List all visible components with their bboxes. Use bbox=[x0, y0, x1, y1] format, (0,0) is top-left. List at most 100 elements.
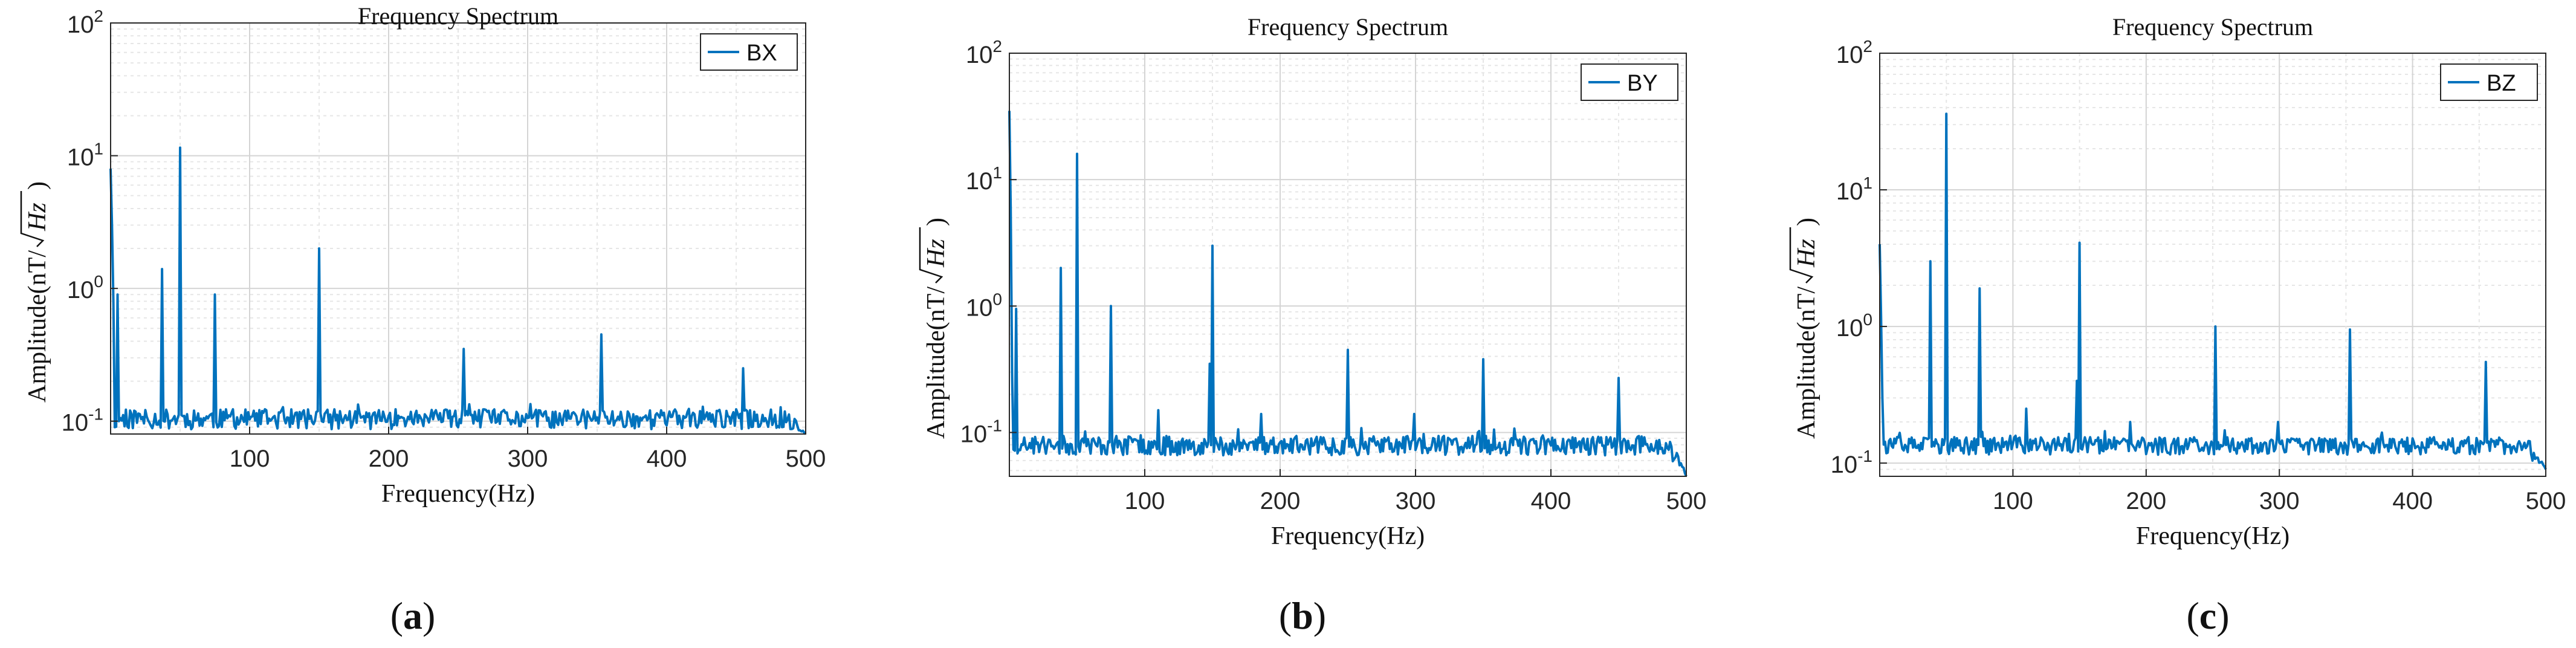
sqrt-sign-icon bbox=[20, 191, 45, 247]
y-tick-exponent: -1 bbox=[1857, 447, 1872, 465]
series-line-bz bbox=[1879, 112, 2547, 470]
y-tick-exponent: -1 bbox=[987, 416, 1002, 435]
y-tick-base: 10 bbox=[966, 168, 993, 195]
y-tick-base: 10 bbox=[960, 421, 988, 447]
x-tick-label: 400 bbox=[1531, 488, 1571, 514]
y-tick-label: 102 bbox=[67, 7, 103, 38]
y-tick-exponent: 1 bbox=[1863, 173, 1872, 192]
grid bbox=[111, 22, 806, 434]
caption-open-paren: ( bbox=[1279, 594, 1292, 637]
y-axis-label: Amplitude(nT/Hz) bbox=[1789, 218, 1820, 439]
x-axis-label: Frequency(Hz) bbox=[381, 480, 535, 508]
caption-letter: b bbox=[1292, 594, 1313, 637]
x-tick-label: 500 bbox=[1666, 488, 1707, 514]
y-tick-label: 100 bbox=[67, 272, 103, 303]
y-tick-label: 101 bbox=[67, 140, 103, 171]
x-tick-label: 100 bbox=[1993, 488, 2033, 514]
y-axis-label: Amplitude(nT/Hz) bbox=[20, 181, 51, 403]
panel-caption: (c) bbox=[2186, 594, 2229, 637]
y-tick-label: 102 bbox=[1836, 37, 1872, 68]
y-tick-label: 102 bbox=[966, 37, 1002, 68]
panel-caption: (b) bbox=[1279, 594, 1326, 637]
y-tick-base: 10 bbox=[1836, 315, 1863, 342]
x-tick-label: 300 bbox=[2259, 488, 2300, 514]
y-tick-base: 10 bbox=[966, 294, 993, 321]
legend-label: BZ bbox=[2487, 71, 2516, 96]
panel-caption: (a) bbox=[390, 594, 436, 637]
y-tick-exponent: 1 bbox=[992, 163, 1002, 182]
x-tick-label: 500 bbox=[786, 446, 826, 472]
legend-label: BX bbox=[746, 40, 777, 66]
y-tick-exponent: 2 bbox=[94, 7, 103, 25]
caption-close-paren: ) bbox=[1313, 594, 1326, 637]
x-tick-label: 500 bbox=[2526, 488, 2566, 514]
y-axis-label-suffix: ) bbox=[922, 218, 950, 226]
x-tick-label: 300 bbox=[1396, 488, 1436, 514]
sqrt-sign-icon bbox=[919, 227, 943, 284]
x-axis-label: Frequency(Hz) bbox=[1271, 522, 1425, 550]
y-axis-label-prefix: Amplitude(nT/ bbox=[1793, 287, 1820, 439]
chart-title: Frequency Spectrum bbox=[2112, 13, 2313, 40]
y-tick-base: 10 bbox=[67, 11, 94, 38]
caption-close-paren: ) bbox=[422, 594, 435, 637]
y-tick-exponent: 0 bbox=[992, 290, 1002, 308]
caption-open-paren: ( bbox=[390, 594, 403, 637]
x-tick-label: 300 bbox=[508, 446, 548, 472]
y-axis-label-prefix: Amplitude(nT/ bbox=[24, 250, 51, 403]
y-tick-base: 10 bbox=[67, 277, 94, 303]
y-tick-exponent: 2 bbox=[992, 37, 1002, 56]
y-tick-label: 100 bbox=[966, 290, 1002, 321]
legend: BY bbox=[1581, 63, 1678, 101]
y-axis-label: Amplitude(nT/Hz) bbox=[919, 218, 950, 439]
x-axis-label: Frequency(Hz) bbox=[2136, 522, 2290, 550]
series-line-by bbox=[1008, 111, 1688, 477]
caption-close-paren: ) bbox=[2216, 594, 2229, 637]
y-tick-base: 10 bbox=[1836, 178, 1863, 205]
y-tick-label: 10-1 bbox=[960, 416, 1002, 447]
x-tick-label: 400 bbox=[647, 446, 687, 472]
chart-title: Frequency Spectrum bbox=[358, 2, 558, 30]
caption-letter: c bbox=[2199, 594, 2216, 637]
y-tick-base: 10 bbox=[67, 144, 94, 171]
y-tick-base: 10 bbox=[1836, 42, 1863, 68]
y-tick-exponent: -1 bbox=[88, 405, 103, 424]
y-axis-label-radicand: Hz bbox=[1793, 239, 1820, 268]
y-tick-exponent: 0 bbox=[1863, 310, 1872, 329]
caption-open-paren: ( bbox=[2186, 594, 2199, 637]
legend-label: BY bbox=[1627, 71, 1658, 96]
y-axis-label-suffix: ) bbox=[1793, 218, 1820, 226]
y-tick-exponent: 0 bbox=[94, 272, 103, 291]
y-axis-label-radicand: Hz bbox=[24, 202, 51, 232]
y-tick-label: 100 bbox=[1836, 310, 1872, 342]
y-tick-label: 10-1 bbox=[62, 405, 103, 436]
y-tick-label: 101 bbox=[966, 163, 1002, 195]
y-axis-label-radicand: Hz bbox=[922, 239, 950, 268]
y-axis-label-suffix: ) bbox=[24, 181, 51, 190]
y-tick-label: 10-1 bbox=[1831, 447, 1872, 478]
legend: BX bbox=[700, 33, 798, 71]
axes-box bbox=[1009, 53, 1687, 477]
y-tick-exponent: 2 bbox=[1863, 37, 1872, 56]
legend: BZ bbox=[2440, 63, 2538, 101]
y-tick-base: 10 bbox=[62, 410, 89, 436]
series-line-bx bbox=[109, 146, 807, 435]
chart-title: Frequency Spectrum bbox=[1248, 13, 1448, 40]
x-tick-label: 100 bbox=[1125, 488, 1165, 514]
x-tick-label: 200 bbox=[1260, 488, 1301, 514]
x-tick-label: 100 bbox=[230, 446, 270, 472]
caption-letter: a bbox=[403, 594, 422, 637]
y-axis-label-prefix: Amplitude(nT/ bbox=[922, 287, 950, 439]
x-tick-label: 200 bbox=[369, 446, 409, 472]
x-tick-label: 400 bbox=[2392, 488, 2433, 514]
y-tick-base: 10 bbox=[966, 42, 993, 68]
y-tick-label: 101 bbox=[1836, 173, 1872, 205]
y-tick-exponent: 1 bbox=[94, 140, 103, 158]
y-tick-base: 10 bbox=[1831, 452, 1858, 478]
sqrt-sign-icon bbox=[1789, 227, 1814, 284]
x-tick-label: 200 bbox=[2126, 488, 2166, 514]
